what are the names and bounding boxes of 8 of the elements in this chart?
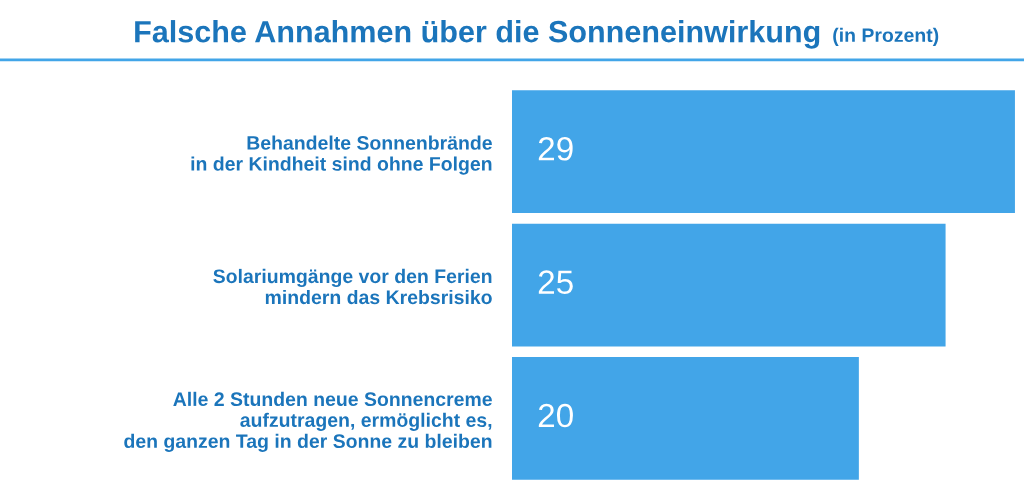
- y-tick-label: Solariumgänge vor den Ferien mindern das Krebsrisiko: [213, 268, 492, 305]
- y-tick-label: Alle 2 Stunden neue Sonnencreme aufzutragen, ermöglicht es, den ganzen Tag in der Sonne zu bleiben: [124, 391, 492, 452]
- data-label: 20: [538, 403, 573, 428]
- data-label: 29: [538, 136, 573, 161]
- data-label: 25: [538, 270, 573, 294]
- chart-title: Falsche Annahmen über die Sonneneinwirkung: [135, 20, 820, 49]
- chart-subtitle: (in Prozent): [833, 27, 939, 46]
- y-tick-label: Behandelte Sonnenbrände in der Kindheit sind ohne Folgen: [191, 135, 492, 175]
